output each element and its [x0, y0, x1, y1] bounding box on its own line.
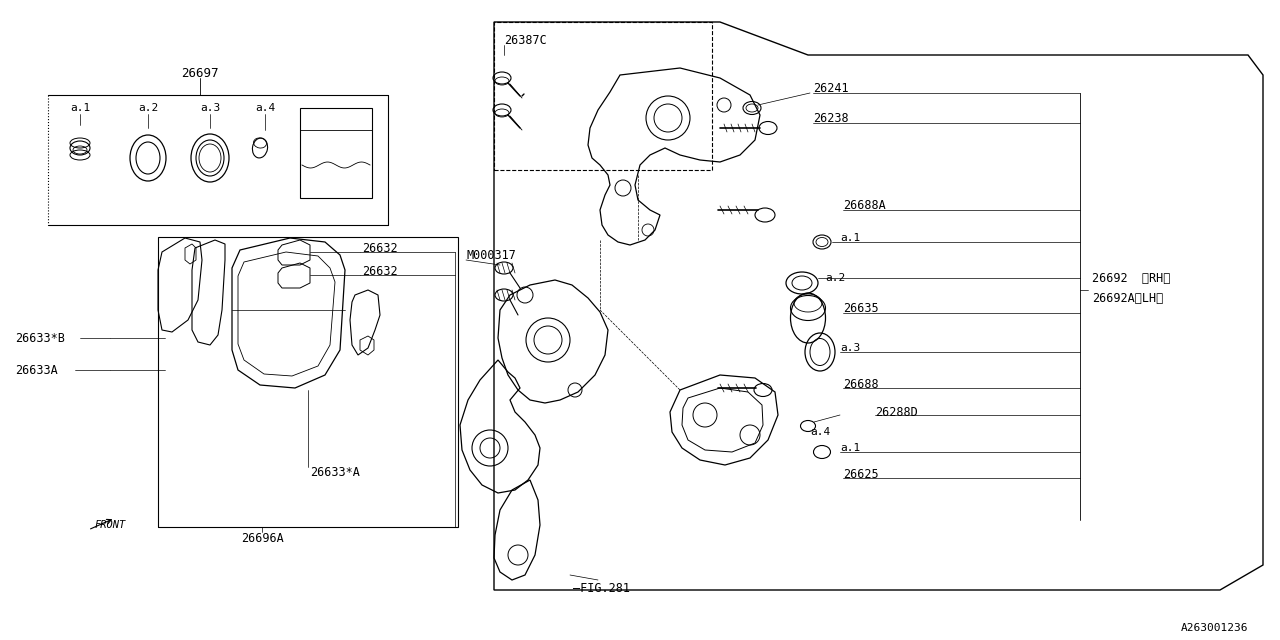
Text: a.4: a.4 — [255, 103, 275, 113]
Text: 26688: 26688 — [844, 378, 878, 392]
Bar — [300, 108, 372, 198]
Text: a.4: a.4 — [810, 427, 831, 437]
Text: 26692A〈LH〉: 26692A〈LH〉 — [1092, 291, 1164, 305]
Text: 26633*B: 26633*B — [15, 332, 65, 344]
Text: FRONT: FRONT — [95, 520, 127, 530]
Text: 26241: 26241 — [813, 81, 849, 95]
Text: M000317: M000317 — [466, 248, 516, 262]
Text: —FIG.281: —FIG.281 — [573, 582, 630, 595]
Bar — [157, 237, 458, 527]
Text: 26635: 26635 — [844, 301, 878, 314]
Text: a.1: a.1 — [70, 103, 90, 113]
Text: a.1: a.1 — [840, 233, 860, 243]
Text: a.1: a.1 — [840, 443, 860, 453]
Text: 26288D: 26288D — [876, 406, 918, 419]
Text: 26238: 26238 — [813, 111, 849, 125]
Text: 26633*A: 26633*A — [310, 467, 360, 479]
Text: a.2: a.2 — [138, 103, 159, 113]
Text: a.2: a.2 — [826, 273, 845, 283]
Text: a.3: a.3 — [200, 103, 220, 113]
Text: 26632: 26632 — [362, 264, 398, 278]
Text: 26633A: 26633A — [15, 364, 58, 376]
Bar — [494, 22, 712, 170]
Text: 26688A: 26688A — [844, 198, 886, 211]
Text: 26387C: 26387C — [504, 33, 547, 47]
Text: 26697: 26697 — [182, 67, 219, 79]
Text: a.3: a.3 — [840, 343, 860, 353]
Text: 26696A: 26696A — [241, 531, 283, 545]
Text: A263001236: A263001236 — [1180, 623, 1248, 633]
Text: 26625: 26625 — [844, 468, 878, 481]
Text: 26692  〈RH〉: 26692 〈RH〉 — [1092, 271, 1170, 285]
Text: 26632: 26632 — [362, 241, 398, 255]
